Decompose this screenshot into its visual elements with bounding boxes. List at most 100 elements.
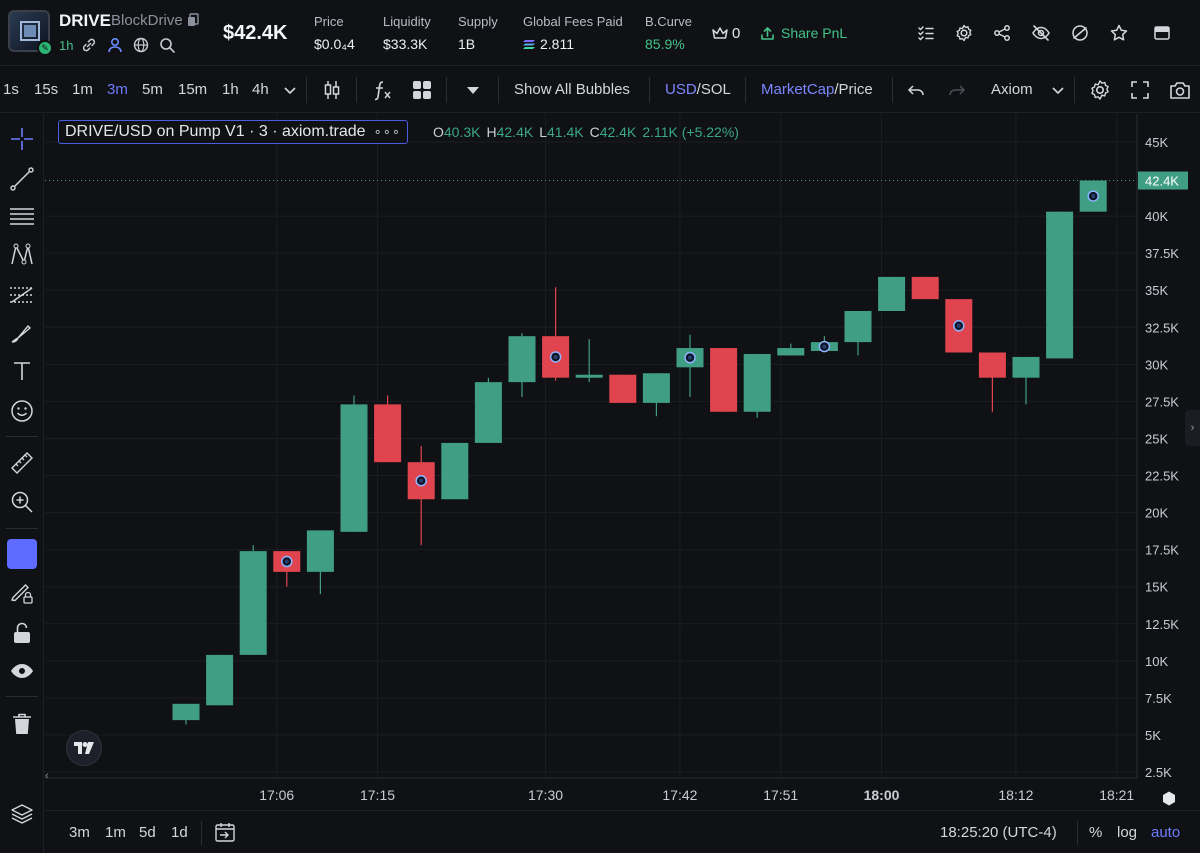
lock-all-tool[interactable] <box>8 619 36 647</box>
range-5d[interactable]: 5d <box>139 824 156 841</box>
candle-body <box>239 551 267 655</box>
trade-bubble-core <box>284 559 289 564</box>
trendline-tool[interactable] <box>8 165 36 193</box>
stat-supply-label: Supply <box>458 14 498 29</box>
stat-bcurve-label: B.Curve <box>645 14 692 29</box>
checklist-icon[interactable] <box>916 23 936 43</box>
metric-toggle[interactable]: MarketCap/Price <box>761 81 873 98</box>
open-label: O <box>433 124 444 140</box>
lock-drawing-tool[interactable] <box>8 579 36 607</box>
layouts-icon[interactable] <box>410 78 434 102</box>
timeframe-4h[interactable]: 4h <box>252 81 269 98</box>
y-tick-label: 25K <box>1145 431 1168 446</box>
user-icon[interactable] <box>106 36 124 54</box>
timeframe-3m[interactable]: 3m <box>107 81 128 98</box>
trendline-icon <box>10 167 34 191</box>
y-tick-label: 2.5K <box>1145 765 1172 780</box>
candlestick-chart[interactable]: 45K 40K 37.5K 35K 32.5K 30K 27.5K 25K 22.5K 20K 17… <box>45 114 1200 819</box>
currency-toggle[interactable]: USD/SOL <box>665 81 731 98</box>
pattern-tool[interactable] <box>8 241 36 269</box>
crosshair-icon <box>11 128 33 150</box>
show-bubbles-toggle[interactable]: Show All Bubbles <box>514 81 630 98</box>
eye-off-icon[interactable] <box>1031 23 1051 43</box>
metric-marketcap: MarketCap <box>761 81 835 98</box>
search-icon[interactable] <box>158 36 176 54</box>
text-tool[interactable] <box>8 357 36 385</box>
horizontal-lines-tool[interactable] <box>8 203 36 231</box>
timeframe-15m[interactable]: 15m <box>178 81 208 98</box>
percent-toggle[interactable]: % <box>1089 824 1103 841</box>
timeframe-1h[interactable]: 1h <box>222 81 239 98</box>
scale-settings-icon[interactable] <box>1163 791 1175 806</box>
range-1d[interactable]: 1d <box>171 824 188 841</box>
timeframe-15s[interactable]: 15s <box>34 81 59 98</box>
crosshair-tool[interactable] <box>8 125 36 153</box>
y-tick-label: 12.5K <box>1145 617 1179 632</box>
pattern-icon <box>11 243 33 265</box>
log-toggle[interactable]: log <box>1117 824 1138 841</box>
crown-icon[interactable] <box>711 24 729 42</box>
symbol-legend[interactable]: DRIVE/USD on Pump V1 · 3 · axiom.trade ∘… <box>58 120 408 144</box>
delete-drawings-tool[interactable] <box>8 710 36 738</box>
collapse-right-icon[interactable]: › <box>1185 410 1200 446</box>
token-avatar[interactable] <box>8 10 50 52</box>
chevron-down-icon[interactable] <box>281 78 299 102</box>
copy-icon[interactable] <box>187 13 199 27</box>
share-nodes-icon[interactable] <box>992 23 1012 43</box>
share-pnl-button[interactable]: Share PnL <box>760 20 847 46</box>
auto-scale-toggle[interactable]: auto <box>1151 824 1181 841</box>
current-price-badge <box>1138 171 1188 190</box>
ruler-tool[interactable] <box>8 449 36 477</box>
crown-count: 0 <box>732 25 741 42</box>
clock-readout: 18:25:20 (UTC-4) <box>940 824 1057 841</box>
goto-date-icon[interactable] <box>214 821 236 843</box>
website-icon[interactable] <box>132 36 150 54</box>
y-tick-label: 7.5K <box>1145 691 1172 706</box>
redo-icon[interactable] <box>945 78 969 102</box>
hide-dev-icon[interactable] <box>1070 23 1090 43</box>
caret-down-icon[interactable] <box>461 78 485 102</box>
candle-body <box>374 404 402 463</box>
object-tree-tool[interactable] <box>8 800 36 828</box>
camera-icon[interactable] <box>1168 78 1192 102</box>
source-select[interactable]: Axiom <box>991 81 1033 98</box>
stat-fees-value: 2.811 <box>540 36 574 52</box>
token-header: ✎ DRIVE BlockDrive 1h $42.4K Price $0.0₄… <box>0 0 1200 66</box>
candle-body <box>508 336 536 383</box>
emoji-tool[interactable] <box>8 397 36 425</box>
timeframe-1m[interactable]: 1m <box>72 81 93 98</box>
candles-icon[interactable] <box>320 78 344 102</box>
timeframe-5m[interactable]: 5m <box>142 81 163 98</box>
settings-icon[interactable] <box>954 23 974 43</box>
price-chart[interactable]: 45K 40K 37.5K 35K 32.5K 30K 27.5K 25K 22.5K 20K 17… <box>45 114 1200 819</box>
low-label: L <box>539 124 547 140</box>
timeframe-1s[interactable]: 1s <box>3 81 19 98</box>
star-icon[interactable] <box>1109 23 1129 43</box>
tradingview-logo[interactable] <box>66 730 102 766</box>
collapse-left-icon[interactable]: ‹ <box>45 770 49 782</box>
range-1m[interactable]: 1m <box>105 824 126 841</box>
window-icon[interactable] <box>1152 23 1172 43</box>
more-options-icon[interactable]: ∘∘∘ <box>373 124 401 139</box>
undo-icon[interactable] <box>904 78 928 102</box>
brush-tool[interactable] <box>8 319 36 347</box>
x-tick-label: 17:42 <box>662 787 697 803</box>
token-ticker: DRIVE <box>59 11 111 30</box>
chart-settings-icon[interactable] <box>1088 78 1112 102</box>
y-tick-label: 45K <box>1145 135 1168 150</box>
color-swatch-button[interactable] <box>7 539 37 569</box>
y-tick-label: 40K <box>1145 209 1168 224</box>
trade-bubble-core <box>1091 194 1096 199</box>
fib-tool[interactable] <box>8 281 36 309</box>
hide-drawings-tool[interactable] <box>8 657 36 685</box>
fullscreen-icon[interactable] <box>1128 78 1152 102</box>
candle-body <box>609 374 637 403</box>
range-3m[interactable]: 3m <box>69 824 90 841</box>
link-icon[interactable] <box>80 36 98 54</box>
smiley-icon <box>11 400 33 422</box>
token-name: BlockDrive <box>111 12 183 29</box>
candle-body <box>743 353 771 412</box>
zoom-tool[interactable] <box>8 488 36 516</box>
source-chevron-icon[interactable] <box>1049 78 1067 102</box>
indicators-icon[interactable] <box>370 78 394 102</box>
